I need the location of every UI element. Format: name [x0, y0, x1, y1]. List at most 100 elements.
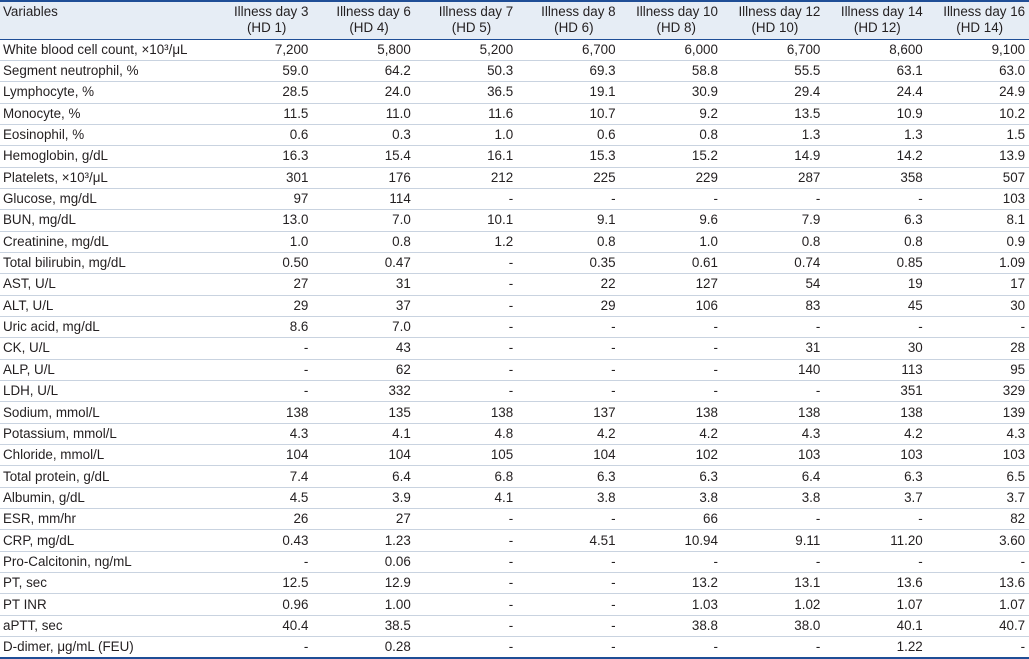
value-cell: 28.5 [210, 81, 313, 104]
hospital-day-label: (HD 10) [751, 20, 799, 35]
value-cell: - [517, 636, 620, 659]
value-cell: 13.1 [721, 572, 825, 595]
value-cell: 59.0 [210, 60, 313, 83]
value-cell: 0.35 [517, 252, 620, 275]
value-cell: 36.5 [414, 81, 518, 104]
table-row: ESR, mm/hr 26 27- -66- -82 [0, 508, 1029, 531]
value-cell: - [824, 316, 927, 339]
value-cell: 102 [619, 444, 722, 467]
value-cell: 212 [414, 167, 518, 189]
value-cell: 9.2 [619, 103, 722, 125]
table-row: Lymphocyte, % 28.5 24.0 36.5 19.1 30.9 29.4 24.… [0, 81, 1029, 104]
value-cell: 0.8 [721, 231, 825, 253]
variable-name-cell: Segment neutrophil, % [0, 60, 210, 83]
value-cell: 0.8 [517, 231, 620, 253]
value-cell: 1.02 [721, 593, 825, 616]
value-cell: - [210, 636, 313, 659]
value-cell: 29 [517, 295, 620, 317]
value-cell: 14.2 [824, 145, 927, 168]
value-cell: 50.3 [414, 60, 518, 83]
value-cell: 63.0 [926, 60, 1029, 83]
value-cell: 1.00 [312, 593, 415, 616]
value-cell: 27 [210, 273, 313, 296]
value-cell: 69.3 [517, 60, 620, 83]
value-cell: 27 [312, 508, 415, 531]
value-cell: 138 [721, 401, 825, 424]
value-cell: 5,200 [414, 39, 518, 61]
hospital-day-label: (HD 8) [656, 20, 696, 35]
variable-name-cell: Total bilirubin, mg/dL [0, 252, 210, 275]
value-cell: - [414, 529, 518, 552]
variable-name-cell: CK, U/L [0, 337, 210, 360]
value-cell: 6,000 [619, 39, 722, 61]
value-cell: 6.8 [414, 465, 518, 488]
value-cell: 4.2 [824, 423, 927, 446]
value-cell: 10.9 [824, 103, 927, 125]
value-cell: - [414, 551, 518, 574]
value-cell: 29.4 [721, 81, 825, 104]
value-cell: - [721, 508, 825, 531]
value-cell: 3.8 [721, 487, 825, 510]
value-cell: - [414, 295, 518, 317]
value-cell: - [721, 380, 825, 403]
value-cell: 6.3 [824, 209, 927, 232]
table-row: Total protein, g/dL 7.4 6.4 6.8 6.3 6.3 6.4 6.3… [0, 465, 1029, 488]
variable-name-cell: PT, sec [0, 572, 210, 595]
value-cell: 0.3 [312, 124, 415, 147]
value-cell: 103 [721, 444, 825, 467]
variable-name-cell: Lymphocyte, % [0, 81, 210, 104]
variable-name-cell: Albumin, g/dL [0, 487, 210, 510]
value-cell: 105 [414, 444, 518, 467]
value-cell: 1.09 [926, 252, 1029, 275]
value-cell: - [619, 359, 722, 382]
value-cell: - [414, 615, 518, 638]
value-cell: 1.23 [312, 529, 415, 552]
value-cell: - [414, 359, 518, 382]
hospital-day-label: (HD 14) [956, 20, 1004, 35]
value-cell: 9.1 [517, 209, 620, 232]
day-column-label: Illness day 16 [943, 4, 1026, 19]
variable-name-cell: LDH, U/L [0, 380, 210, 403]
value-cell: - [210, 337, 313, 360]
day-column-header: Illness day 14 (HD 12) [824, 1, 927, 40]
value-cell: 17 [926, 273, 1029, 296]
value-cell: 54 [721, 273, 825, 296]
value-cell: - [210, 359, 313, 382]
value-cell: 62 [312, 359, 415, 382]
value-cell: 12.9 [312, 572, 415, 595]
value-cell: 135 [312, 401, 415, 424]
value-cell: 0.50 [210, 252, 313, 275]
value-cell: - [517, 359, 620, 382]
value-cell: 4.5 [210, 487, 313, 510]
variable-name-cell: Potassium, mmol/L [0, 423, 210, 446]
value-cell: 138 [824, 401, 927, 424]
value-cell: 3.7 [824, 487, 927, 510]
value-cell: 7,200 [210, 39, 313, 61]
hospital-day-label: (HD 4) [349, 20, 389, 35]
day-column-header: Illness day 10 (HD 8) [619, 1, 722, 40]
value-cell: 30 [824, 337, 927, 360]
value-cell: 0.61 [619, 252, 722, 275]
table-row: Chloride, mmol/L 104 104 105 104 102 103 103 103 [0, 444, 1029, 467]
table-row: BUN, mg/dL 13.0 7.0 10.1 9.1 9.6 7.9 6.3 8.1 [0, 209, 1029, 232]
value-cell: - [517, 572, 620, 595]
value-cell: 104 [312, 444, 415, 467]
value-cell: 40.1 [824, 615, 927, 638]
table-body: White blood cell count, ×10³/μL 7,200 5,80… [0, 39, 1029, 659]
hospital-day-label: (HD 1) [246, 20, 287, 35]
value-cell: - [926, 636, 1029, 659]
value-cell: 104 [210, 444, 313, 467]
value-cell: 31 [312, 273, 415, 296]
variable-name-cell: Hemoglobin, g/dL [0, 145, 210, 168]
value-cell: 287 [721, 167, 825, 189]
value-cell: 0.96 [210, 593, 313, 616]
table-row: Potassium, mmol/L 4.3 4.1 4.8 4.2 4.2 4.3 4.2 4.… [0, 423, 1029, 446]
value-cell: 4.1 [414, 487, 518, 510]
hospital-day-label: (HD 5) [451, 20, 492, 35]
value-cell: 15.2 [619, 145, 722, 168]
value-cell: 4.3 [926, 423, 1029, 446]
value-cell: 82 [926, 508, 1029, 531]
value-cell: 0.06 [312, 551, 415, 574]
value-cell: 0.74 [721, 252, 825, 275]
value-cell: 138 [414, 401, 518, 424]
